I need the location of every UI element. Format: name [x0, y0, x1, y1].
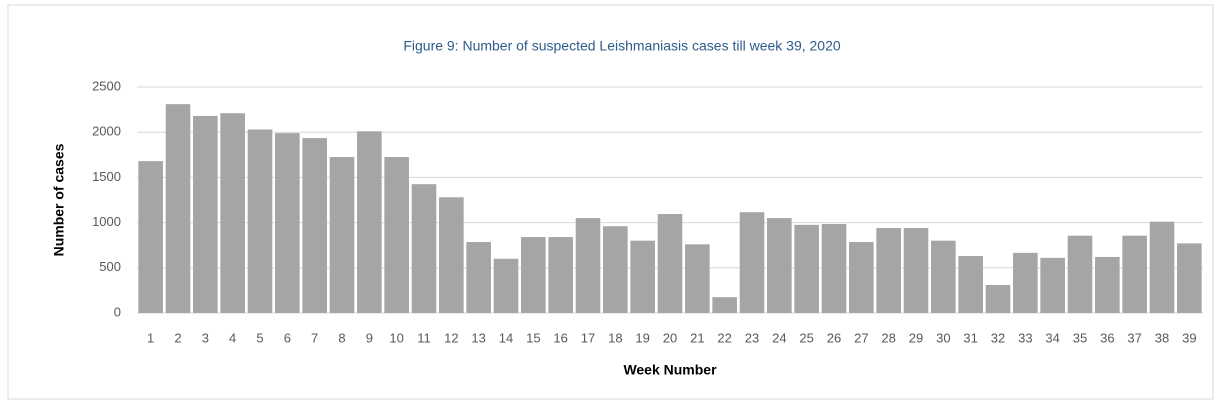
x-tick-label: 31: [963, 330, 977, 345]
bar: [1177, 243, 1202, 313]
x-tick-label: 16: [553, 330, 567, 345]
bar: [1095, 256, 1120, 313]
x-tick-label: 24: [772, 330, 786, 345]
bar: [794, 224, 819, 313]
bar: [1122, 235, 1147, 313]
x-tick-label: 18: [608, 330, 622, 345]
x-tick-label: 5: [256, 330, 263, 345]
y-tick-label: 1500: [92, 169, 121, 184]
bar: [302, 138, 327, 313]
y-tick-label: 500: [99, 259, 121, 274]
bar: [439, 197, 464, 313]
x-tick-label: 6: [284, 330, 291, 345]
x-tick-label: 17: [581, 330, 595, 345]
bar: [329, 157, 355, 313]
x-tick-label: 2: [174, 330, 181, 345]
x-tick-label: 3: [202, 330, 209, 345]
x-tick-label: 36: [1100, 330, 1114, 345]
x-tick-label: 33: [1018, 330, 1032, 345]
bar: [739, 212, 765, 313]
bar: [903, 228, 929, 313]
bar: [1149, 221, 1175, 313]
bar: [220, 113, 245, 313]
y-tick-label: 2000: [92, 124, 121, 139]
bar: [657, 214, 683, 313]
x-tick-label: 32: [991, 330, 1005, 345]
bar: [985, 284, 1011, 313]
bar: [767, 218, 792, 313]
x-tick-label: 22: [717, 330, 731, 345]
x-tick-label: 21: [690, 330, 704, 345]
bar: [1040, 257, 1065, 313]
x-tick-label: 23: [745, 330, 759, 345]
bar: [712, 297, 737, 313]
bar: [165, 104, 191, 314]
x-tick-label: 38: [1155, 330, 1169, 345]
x-tick-label: 25: [799, 330, 813, 345]
x-tick-label: 37: [1127, 330, 1141, 345]
x-tick-label: 14: [499, 330, 513, 345]
bar: [958, 256, 983, 313]
bar: [630, 240, 655, 313]
bar: [275, 133, 300, 313]
bar: [138, 161, 163, 313]
bar: [1013, 252, 1038, 313]
bar: [548, 237, 573, 313]
x-tick-label: 19: [635, 330, 649, 345]
x-tick-label: 35: [1073, 330, 1087, 345]
x-tick-label: 34: [1045, 330, 1059, 345]
bar: [411, 184, 437, 313]
x-tick-label: 9: [366, 330, 373, 345]
bar: [384, 157, 409, 313]
x-tick-label: 10: [389, 330, 403, 345]
x-tick-label: 13: [471, 330, 485, 345]
bar: [876, 228, 901, 313]
bar: [821, 223, 847, 313]
bar: [575, 218, 601, 313]
bar: [466, 242, 491, 313]
bar: [493, 258, 519, 313]
y-tick-label: 2500: [92, 78, 121, 93]
x-tick-label: 29: [909, 330, 923, 345]
x-tick-label: 4: [229, 330, 236, 345]
y-tick-label: 0: [114, 304, 121, 319]
bar: [357, 131, 382, 313]
x-tick-label: 7: [311, 330, 318, 345]
chart-title: Figure 9: Number of suspected Leishmania…: [403, 38, 841, 54]
y-tick-label: 1000: [92, 214, 121, 229]
x-tick-label: 39: [1182, 330, 1196, 345]
x-tick-label: 8: [338, 330, 345, 345]
bar: [1067, 235, 1093, 313]
x-tick-label: 26: [827, 330, 841, 345]
bar: [603, 226, 628, 313]
x-tick-label: 1: [147, 330, 154, 345]
bar: [931, 240, 956, 313]
x-tick-label: 28: [881, 330, 895, 345]
bar: [521, 237, 546, 313]
x-axis-title: Week Number: [623, 362, 717, 378]
bar: [193, 115, 218, 313]
bar: [685, 244, 710, 313]
x-tick-label: 30: [936, 330, 950, 345]
x-tick-label: 11: [417, 330, 431, 345]
x-tick-label: 12: [444, 330, 458, 345]
x-tick-label: 15: [526, 330, 540, 345]
bar: [849, 242, 874, 313]
x-tick-label: 27: [854, 330, 868, 345]
bar: [247, 129, 273, 313]
y-axis-title: Number of cases: [51, 143, 67, 256]
x-tick-label: 20: [663, 330, 677, 345]
